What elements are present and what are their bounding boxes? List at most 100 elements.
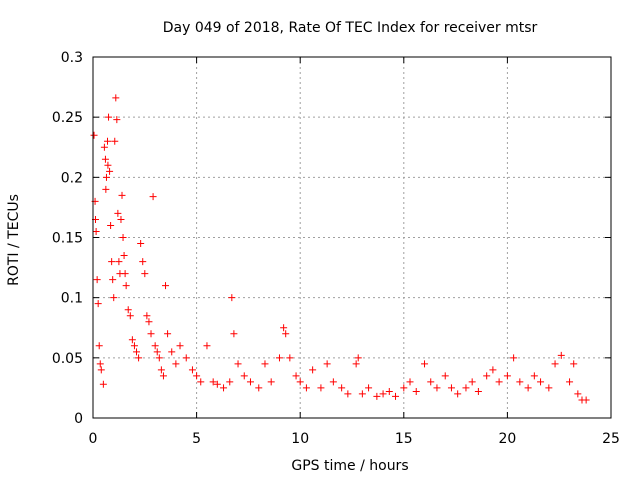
- data-point: [570, 360, 578, 368]
- data-point: [462, 384, 470, 392]
- y-tick-label: 0.3: [61, 50, 83, 66]
- data-point: [95, 342, 103, 350]
- data-point: [392, 392, 400, 400]
- data-point: [130, 342, 138, 350]
- data-point: [240, 372, 248, 380]
- data-point: [226, 378, 234, 386]
- data-point: [96, 360, 104, 368]
- y-tick-label: 0.05: [52, 351, 83, 367]
- data-point: [213, 380, 221, 388]
- ticks-layer: 0 5 10 15 20 25 0 0.05 0.1 0.15 0.2 0.25 0.3: [52, 50, 620, 447]
- data-point: [344, 390, 352, 398]
- data-point: [108, 258, 116, 266]
- data-point: [275, 354, 283, 362]
- x-tick-label: 0: [89, 431, 98, 447]
- data-point: [566, 378, 574, 386]
- data-point: [302, 384, 310, 392]
- data-point: [193, 372, 201, 380]
- data-point: [172, 360, 180, 368]
- data-point: [495, 378, 503, 386]
- y-tick-label: 0.1: [61, 291, 83, 307]
- data-point: [338, 384, 346, 392]
- data-point: [143, 312, 151, 320]
- data-point: [102, 185, 110, 193]
- data-point: [157, 366, 165, 374]
- data-point: [454, 390, 462, 398]
- chart-title: Day 049 of 2018, Rate Of TEC Index for r…: [163, 20, 538, 36]
- data-point: [126, 312, 134, 320]
- data-points-layer: [90, 94, 590, 404]
- data-point: [153, 348, 161, 356]
- data-point: [317, 384, 325, 392]
- data-point: [149, 193, 157, 201]
- data-point: [474, 388, 482, 396]
- data-point: [557, 351, 565, 359]
- y-tick-label: 0.2: [61, 170, 83, 186]
- data-point: [133, 348, 141, 356]
- data-point: [104, 137, 112, 145]
- data-point: [385, 388, 393, 396]
- data-point: [102, 173, 110, 181]
- data-point: [489, 366, 497, 374]
- data-point: [94, 300, 102, 308]
- data-point: [124, 306, 132, 314]
- data-point: [400, 384, 408, 392]
- data-point: [545, 384, 553, 392]
- data-point: [433, 384, 441, 392]
- data-point: [121, 270, 129, 278]
- data-point: [292, 372, 300, 380]
- data-point: [93, 276, 101, 284]
- data-point: [551, 360, 559, 368]
- data-point: [90, 131, 98, 139]
- data-point: [139, 258, 147, 266]
- data-point: [106, 167, 114, 175]
- data-point: [115, 258, 123, 266]
- x-tick-label: 15: [395, 431, 413, 447]
- data-point: [309, 366, 317, 374]
- data-point: [280, 324, 288, 332]
- data-point: [164, 330, 172, 338]
- data-point: [352, 360, 360, 368]
- y-axis-label: ROTI / TECUs: [6, 194, 22, 286]
- data-point: [111, 137, 119, 145]
- data-point: [176, 342, 184, 350]
- data-point: [182, 354, 190, 362]
- grid-layer: [93, 57, 611, 418]
- data-point: [447, 384, 455, 392]
- data-point: [104, 161, 112, 169]
- x-tick-label: 25: [602, 431, 620, 447]
- data-point: [99, 380, 107, 388]
- data-point: [421, 360, 429, 368]
- data-point: [155, 354, 163, 362]
- data-point: [137, 240, 145, 248]
- data-point: [282, 330, 290, 338]
- data-point: [120, 252, 128, 260]
- data-point: [354, 354, 362, 362]
- data-point: [329, 378, 337, 386]
- data-point: [209, 378, 217, 386]
- data-point: [406, 378, 414, 386]
- y-tick-label: 0.25: [52, 110, 83, 126]
- data-point: [468, 378, 476, 386]
- data-point: [203, 342, 211, 350]
- data-point: [114, 209, 122, 217]
- data-point: [516, 378, 524, 386]
- data-point: [582, 396, 590, 404]
- data-point: [147, 330, 155, 338]
- data-point: [101, 155, 109, 163]
- y-tick-label: 0: [74, 411, 83, 427]
- data-point: [117, 215, 125, 223]
- data-point: [162, 282, 170, 290]
- data-point: [323, 360, 331, 368]
- data-point: [188, 366, 196, 374]
- x-axis-label: GPS time / hours: [291, 458, 408, 474]
- data-point: [358, 390, 366, 398]
- data-point: [365, 384, 373, 392]
- x-tick-label: 10: [291, 431, 309, 447]
- data-point: [503, 372, 511, 380]
- data-point: [159, 372, 167, 380]
- data-point: [379, 390, 387, 398]
